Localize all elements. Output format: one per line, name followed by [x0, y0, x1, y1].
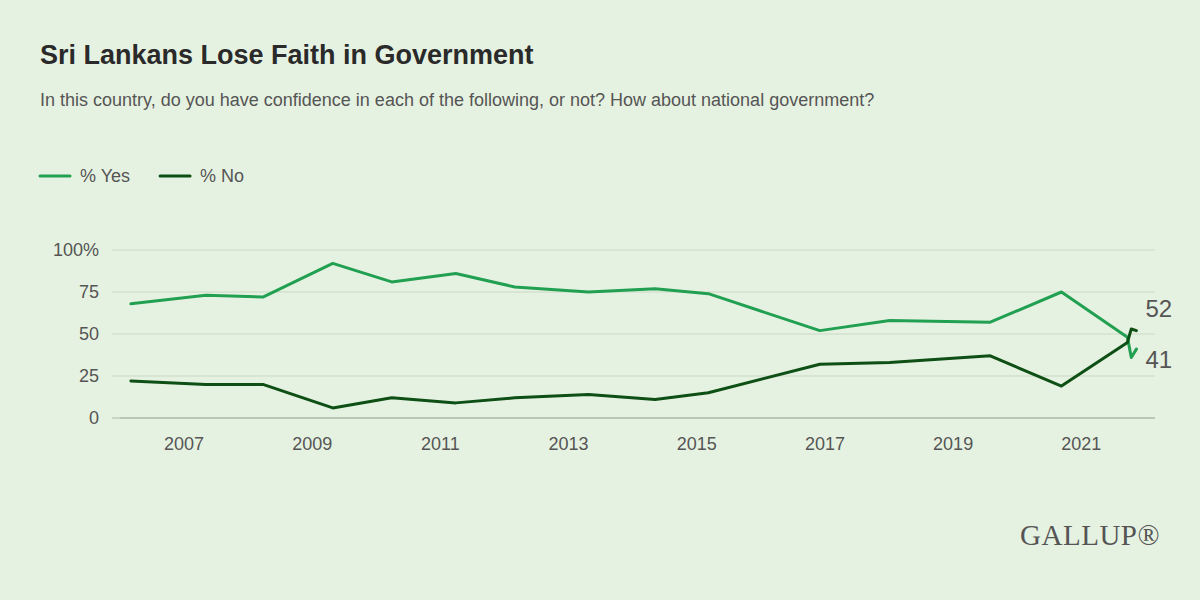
- legend-entry: % No: [160, 166, 244, 186]
- source-logo: GALLUP®: [1020, 519, 1160, 551]
- y-tick-label: 0: [89, 408, 99, 428]
- legend-label: % Yes: [80, 166, 130, 186]
- x-tick-label: 2019: [933, 434, 973, 454]
- chart: Sri Lankans Lose Faith in Government In t…: [0, 0, 1200, 600]
- grid-line: [112, 292, 1155, 293]
- y-tick-label: 50: [79, 324, 99, 344]
- series-line: [131, 263, 1137, 357]
- title: Sri Lankans Lose Faith in Government: [40, 40, 534, 70]
- x-tick-label: 2011: [421, 434, 460, 454]
- grid-line: [112, 418, 1155, 419]
- y-tick-label: 100%: [53, 240, 99, 260]
- subtitle: In this country, do you have confidence …: [40, 90, 874, 110]
- legend-entry: % Yes: [40, 166, 130, 186]
- x-tick-label: 2015: [677, 434, 717, 454]
- legend-swatch: [160, 175, 190, 178]
- legend-swatch: [40, 175, 70, 178]
- x-tick-label: 2013: [549, 434, 589, 454]
- legend-label: % No: [200, 166, 244, 186]
- y-tick-label: 75: [79, 282, 99, 302]
- grid-line: [112, 250, 1155, 251]
- grid-line: [112, 376, 1155, 377]
- x-tick-label: 2021: [1061, 434, 1101, 454]
- end-label: 41: [1145, 346, 1172, 373]
- grid-line: [112, 334, 1155, 335]
- end-label: 52: [1145, 295, 1172, 322]
- background: [0, 0, 1200, 600]
- x-tick-label: 2007: [164, 434, 204, 454]
- plot-area: [131, 263, 1137, 407]
- x-axis-line: [120, 418, 1155, 419]
- y-tick-label: 25: [79, 366, 99, 386]
- series-line: [131, 329, 1137, 408]
- x-tick-label: 2017: [805, 434, 845, 454]
- x-tick-label: 2009: [292, 434, 332, 454]
